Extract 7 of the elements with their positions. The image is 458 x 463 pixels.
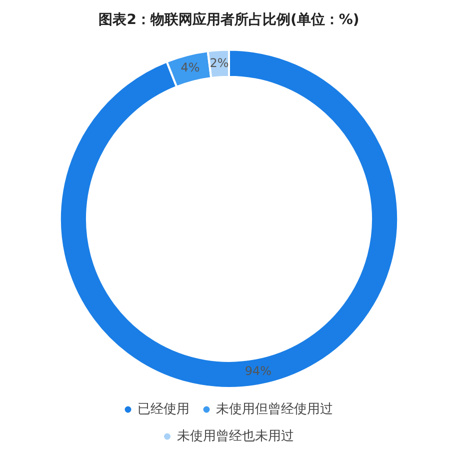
data-label: 4%	[180, 60, 200, 74]
legend-label: 已经使用	[138, 402, 190, 417]
chart-title: 图表2：物联网应用者所占比例(单位：%)	[98, 11, 360, 28]
data-label: 94%	[244, 364, 272, 378]
data-label: 2%	[210, 56, 229, 70]
legend-label: 未使用但曾经使用过	[216, 402, 333, 417]
legend-label: 未使用曾经也未用过	[176, 428, 294, 444]
